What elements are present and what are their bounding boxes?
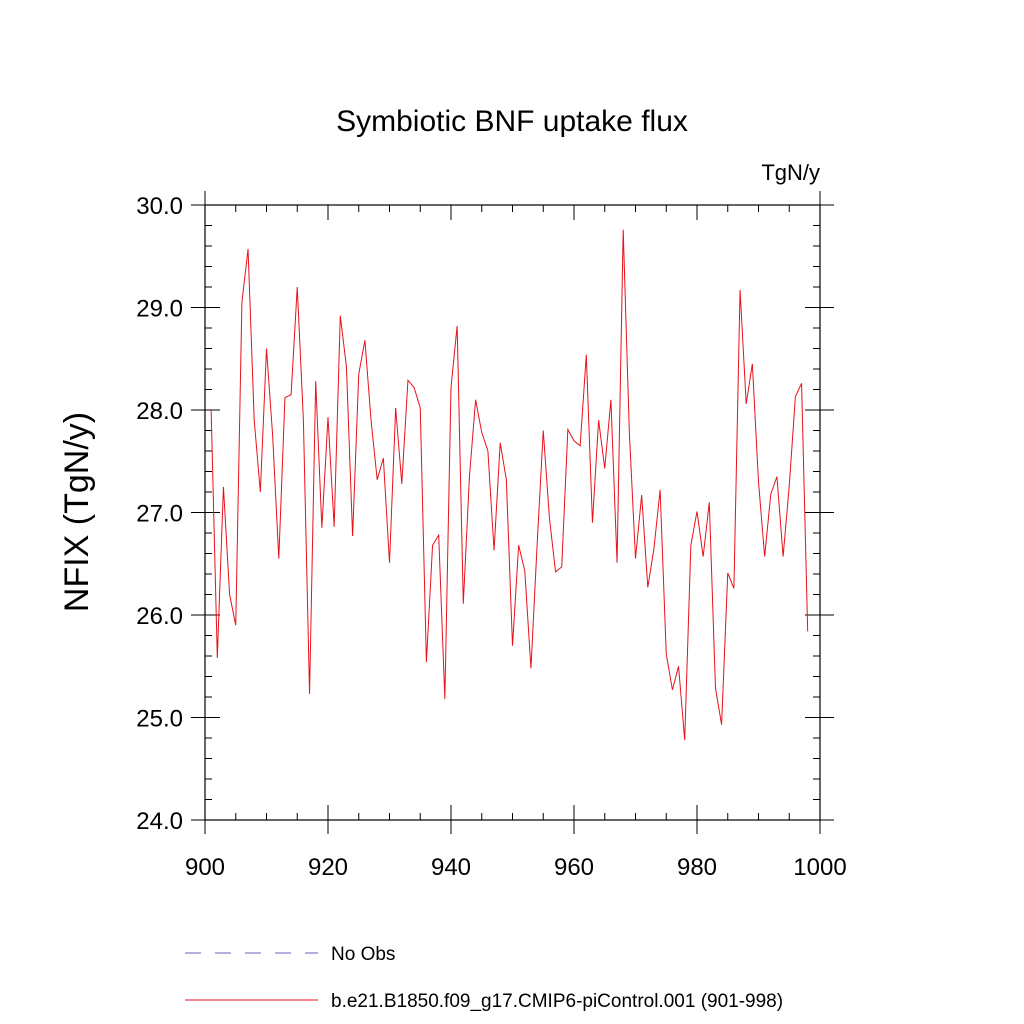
units-label: TgN/y	[761, 160, 820, 185]
legend: No Obs b.e21.B1850.f09_g17.CMIP6-piContro…	[185, 944, 783, 1012]
legend-label: No Obs	[331, 944, 395, 965]
y-tick-label: 29.0	[136, 296, 183, 323]
y-tick-label: 24.0	[136, 808, 183, 835]
y-tick-label: 30.0	[136, 193, 183, 220]
axis-tick-labels: 900 920 940 960 980 1000 24.0 25.0 26.0 27.0 28.0 2…	[136, 193, 846, 881]
chart-title: Symbiotic BNF uptake flux	[336, 105, 688, 138]
x-tick-label: 960	[554, 854, 594, 881]
legend-label: b.e21.B1850.f09_g17.CMIP6-piControl.001 …	[331, 991, 783, 1012]
x-tick-label: 920	[308, 854, 348, 881]
x-tick-label: 900	[185, 854, 225, 881]
x-tick-label: 940	[431, 854, 471, 881]
y-tick-label: 27.0	[136, 501, 183, 528]
y-axis-label: NFIX (TgN/y)	[58, 412, 96, 612]
x-tick-label: 1000	[793, 854, 846, 881]
y-tick-label: 28.0	[136, 398, 183, 425]
series-line-1	[210, 229, 809, 741]
axis-ticks	[191, 191, 834, 834]
x-tick-label: 980	[677, 854, 717, 881]
plot-area	[210, 229, 809, 741]
y-tick-label: 26.0	[136, 603, 183, 630]
y-tick-label: 25.0	[136, 706, 183, 733]
